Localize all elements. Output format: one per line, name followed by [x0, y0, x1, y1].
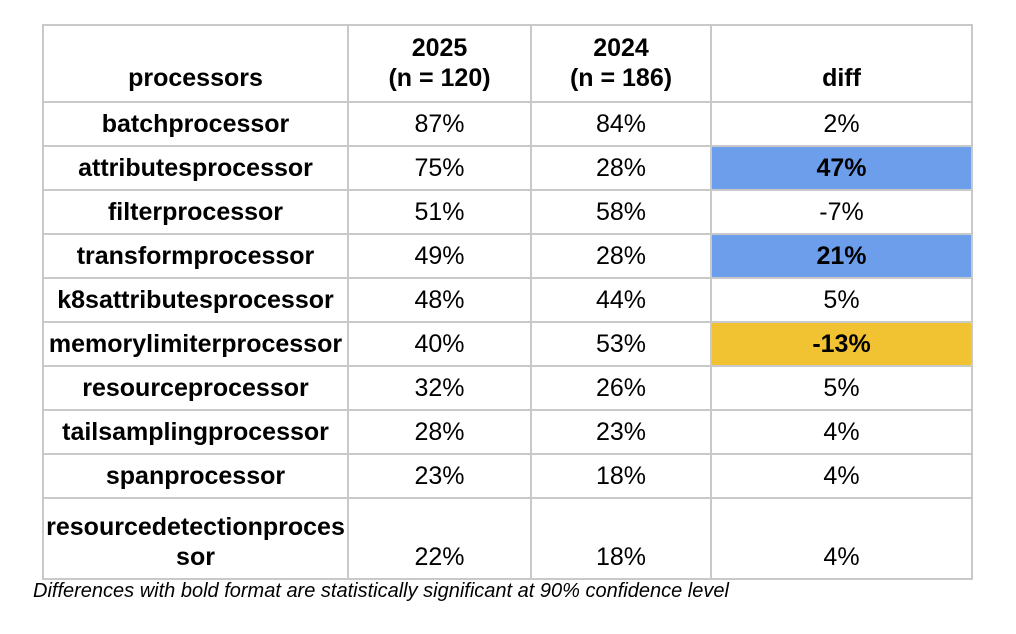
- table-row: transformprocessor 49% 28% 21%: [42, 233, 973, 279]
- cell-diff-value: 4%: [710, 453, 973, 499]
- cell-2025-value: 49%: [347, 233, 532, 279]
- table-row: memorylimiterprocessor 40% 53% -13%: [42, 321, 973, 367]
- cell-processor-name: batchprocessor: [42, 101, 349, 147]
- cell-2024-value: 28%: [530, 145, 712, 191]
- table-row: resourcedetectionprocessor 22% 18% 4%: [42, 497, 973, 580]
- cell-2024-value: 28%: [530, 233, 712, 279]
- table-row: filterprocessor 51% 58% -7%: [42, 189, 973, 235]
- cell-2024-value: 26%: [530, 365, 712, 411]
- cell-processor-name: memorylimiterprocessor: [42, 321, 349, 367]
- col-header-2024: 2024 (n = 186): [530, 24, 712, 103]
- cell-2024-value: 18%: [530, 453, 712, 499]
- cell-2024-value: 44%: [530, 277, 712, 323]
- table-row: spanprocessor 23% 18% 4%: [42, 453, 973, 499]
- cell-diff-value-significant-decrease: -13%: [710, 321, 973, 367]
- table-row: attributesprocessor 75% 28% 47%: [42, 145, 973, 191]
- cell-2025-value: 75%: [347, 145, 532, 191]
- cell-processor-name: transformprocessor: [42, 233, 349, 279]
- cell-2025-value: 48%: [347, 277, 532, 323]
- cell-diff-value: 2%: [710, 101, 973, 147]
- table-row: k8sattributesprocessor 48% 44% 5%: [42, 277, 973, 323]
- cell-2024-value: 23%: [530, 409, 712, 455]
- cell-diff-value: 5%: [710, 365, 973, 411]
- table-row: tailsamplingprocessor 28% 23% 4%: [42, 409, 973, 455]
- cell-processor-name: resourcedetectionprocessor: [42, 497, 349, 580]
- cell-diff-value-significant-increase: 21%: [710, 233, 973, 279]
- cell-processor-name: filterprocessor: [42, 189, 349, 235]
- cell-2024-value: 18%: [530, 497, 712, 580]
- table-row: batchprocessor 87% 84% 2%: [42, 101, 973, 147]
- cell-2025-value: 22%: [347, 497, 532, 580]
- processors-comparison-table: processors 2025 (n = 120) 2024 (n = 186)…: [42, 24, 973, 580]
- cell-processor-name: k8sattributesprocessor: [42, 277, 349, 323]
- cell-2025-value: 23%: [347, 453, 532, 499]
- significance-footnote: Differences with bold format are statist…: [33, 580, 729, 602]
- cell-diff-value: -7%: [710, 189, 973, 235]
- cell-2024-value: 84%: [530, 101, 712, 147]
- header-row: processors 2025 (n = 120) 2024 (n = 186)…: [42, 24, 973, 103]
- cell-2025-value: 51%: [347, 189, 532, 235]
- table-row: resourceprocessor 32% 26% 5%: [42, 365, 973, 411]
- col-header-processors: processors: [42, 24, 349, 103]
- cell-diff-value: 4%: [710, 497, 973, 580]
- cell-diff-value: 4%: [710, 409, 973, 455]
- cell-2024-value: 53%: [530, 321, 712, 367]
- cell-processor-name: resourceprocessor: [42, 365, 349, 411]
- cell-diff-value: 5%: [710, 277, 973, 323]
- cell-2025-value: 87%: [347, 101, 532, 147]
- cell-processor-name: attributesprocessor: [42, 145, 349, 191]
- cell-processor-name: spanprocessor: [42, 453, 349, 499]
- cell-processor-name: tailsamplingprocessor: [42, 409, 349, 455]
- cell-diff-value-significant-increase: 47%: [710, 145, 973, 191]
- cell-2025-value: 40%: [347, 321, 532, 367]
- cell-2025-value: 28%: [347, 409, 532, 455]
- col-header-diff: diff: [710, 24, 973, 103]
- cell-2025-value: 32%: [347, 365, 532, 411]
- cell-2024-value: 58%: [530, 189, 712, 235]
- col-header-2025: 2025 (n = 120): [347, 24, 532, 103]
